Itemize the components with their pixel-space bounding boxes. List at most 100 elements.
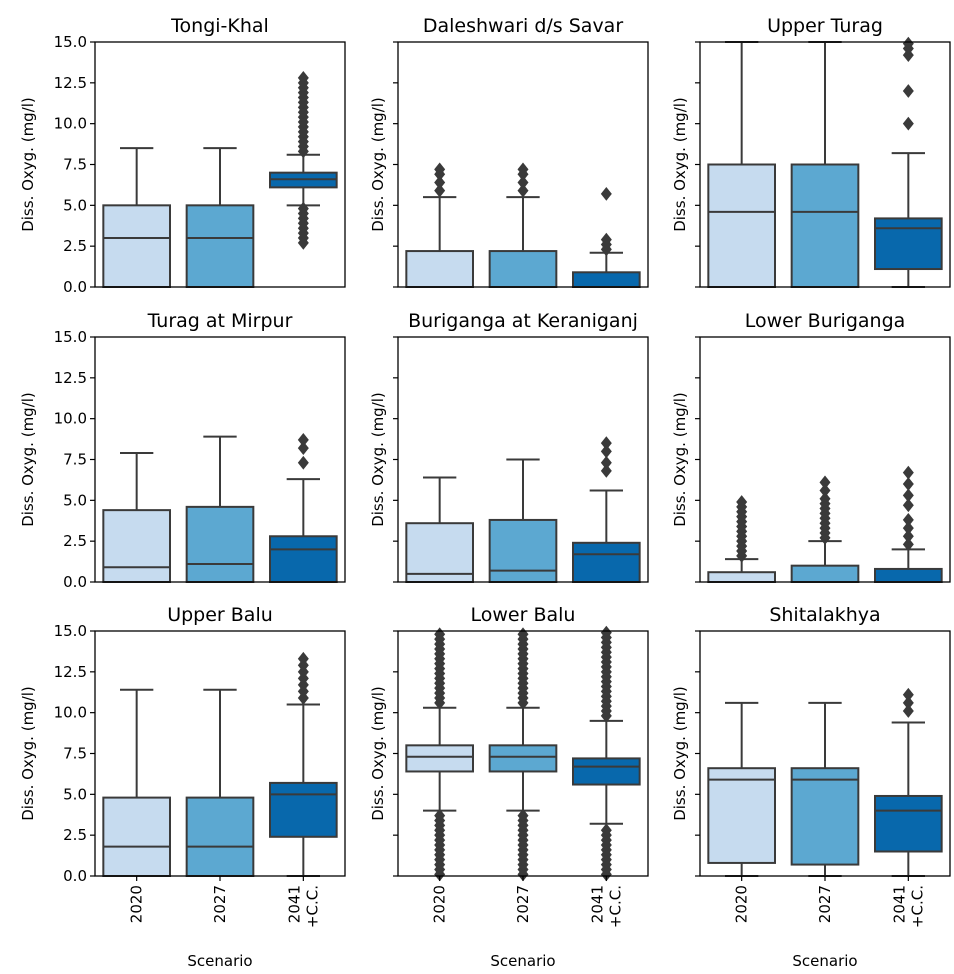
y-axis-label: Diss. Oxyg. (mg/l)	[671, 686, 689, 821]
box-iqr	[185, 505, 255, 583]
panel-1: Diss. Oxyg. (mg/l) Daleshwari d/s Savar	[369, 15, 649, 288]
box-1	[790, 701, 860, 877]
outlier-point	[600, 232, 612, 247]
outlier-point	[297, 433, 309, 447]
box-2	[269, 71, 338, 250]
box-iqr	[790, 767, 860, 866]
y-axis-label: Diss. Oxyg. (mg/l)	[369, 97, 387, 232]
panel-6: 0.0 2.5 5.0 7.5 10.0 12.5 15.0 Diss. Oxyg. (mg/…	[19, 604, 346, 970]
outlier-point	[600, 455, 612, 470]
outlier-point	[600, 625, 612, 640]
box-iqr	[874, 567, 943, 584]
x-tick-label: 2041	[285, 885, 303, 923]
box-iqr	[790, 163, 860, 288]
outlier-point	[902, 84, 914, 98]
box-2	[572, 436, 641, 583]
box-iqr	[572, 757, 641, 786]
y-tick-label: 2.5	[63, 237, 87, 255]
box-0	[707, 701, 776, 877]
x-tick-label: 2020	[733, 885, 751, 923]
y-axis-label: Diss. Oxyg. (mg/l)	[671, 97, 689, 232]
panel-title: Buriganga at Keraniganj	[408, 310, 638, 332]
y-tick-label: 12.5	[54, 663, 87, 681]
outlier-point	[902, 521, 914, 535]
box-iqr	[269, 535, 338, 583]
x-axis-label: Scenario	[490, 952, 555, 970]
outlier-point	[600, 444, 612, 459]
outlier-point	[600, 464, 612, 478]
outlier-point	[297, 201, 309, 216]
box-iqr	[707, 767, 776, 864]
x-tick-label: 2041	[588, 885, 606, 923]
y-axis-label: Diss. Oxyg. (mg/l)	[671, 392, 689, 527]
y-axis-label: Diss. Oxyg. (mg/l)	[369, 392, 387, 527]
outlier-point	[902, 116, 914, 131]
y-tick-label: 0.0	[63, 573, 87, 591]
x-tick-label: +C.C.	[908, 885, 926, 928]
x-tick-label: 2027	[514, 885, 532, 923]
panel-title: Daleshwari d/s Savar	[423, 15, 623, 37]
outlier-point	[819, 491, 831, 506]
box-iqr	[874, 794, 943, 853]
box-2	[572, 625, 641, 882]
x-tick-label: 2027	[211, 885, 229, 923]
outlier-point	[819, 475, 831, 490]
box-iqr	[707, 571, 776, 584]
outlier-point	[902, 36, 914, 51]
outlier-point	[600, 436, 612, 451]
outlier-point	[297, 651, 309, 666]
box-iqr	[572, 541, 641, 583]
box-iqr	[874, 217, 943, 271]
panel-3: 0.0 2.5 5.0 7.5 10.0 12.5 15.0 Diss. Oxyg. (mg/…	[19, 310, 346, 591]
y-tick-label: 7.5	[63, 451, 87, 469]
x-tick-label: 2020	[431, 885, 449, 923]
box-0	[102, 451, 171, 583]
panel-title: Turag at Mirpur	[147, 310, 293, 332]
box-iqr	[488, 518, 558, 584]
y-axis-label: Diss. Oxyg. (mg/l)	[19, 392, 37, 527]
box-iqr	[488, 744, 558, 773]
box-2	[269, 433, 338, 583]
y-tick-label: 2.5	[63, 826, 87, 844]
box-iqr	[185, 204, 255, 288]
panel-title: Tongi-Khal	[170, 15, 269, 37]
outlier-point	[902, 513, 914, 527]
x-axis-label: Scenario	[187, 952, 252, 970]
outlier-point	[902, 477, 914, 491]
x-tick-label: +C.C.	[606, 885, 624, 928]
y-tick-label: 7.5	[63, 745, 87, 763]
y-tick-label: 10.0	[54, 115, 87, 133]
panel-title: Lower Buriganga	[745, 310, 906, 332]
x-tick-label: +C.C.	[303, 885, 321, 928]
panel-title: Lower Balu	[471, 604, 576, 626]
panel-5: Diss. Oxyg. (mg/l) Lower Buriganga	[671, 310, 951, 584]
box-iqr	[405, 522, 475, 584]
panel-4: Diss. Oxyg. (mg/l) Buriganga at Keranigan…	[369, 310, 649, 584]
outlier-point	[434, 183, 446, 198]
outlier-point	[434, 175, 446, 190]
y-tick-label: 10.0	[54, 410, 87, 428]
box-iqr	[488, 250, 558, 288]
outlier-point	[902, 529, 914, 544]
outlier-point	[902, 537, 914, 552]
panel-title: Shitalakhya	[769, 604, 880, 626]
box-0	[405, 162, 475, 288]
box-iqr	[102, 796, 171, 877]
box-1	[185, 688, 255, 877]
x-tick-label: 2041	[890, 885, 908, 923]
y-tick-label: 10.0	[54, 704, 87, 722]
x-axis-label: Scenario	[792, 952, 857, 970]
x-tick-label: 2027	[816, 885, 834, 923]
panel-2: Diss. Oxyg. (mg/l) Upper Turag	[671, 15, 951, 288]
outlier-point	[517, 162, 529, 177]
outlier-point	[600, 823, 612, 838]
box-1	[790, 475, 860, 584]
panel-7: Diss. Oxyg. (mg/l) Lower Balu 2020 2027 2041…	[369, 604, 649, 970]
panel-title: Upper Turag	[767, 15, 883, 37]
y-axis-label: Diss. Oxyg. (mg/l)	[369, 686, 387, 821]
y-tick-label: 0.0	[63, 278, 87, 296]
outlier-point	[902, 488, 914, 503]
y-tick-label: 2.5	[63, 532, 87, 550]
y-tick-label: 7.5	[63, 156, 87, 174]
